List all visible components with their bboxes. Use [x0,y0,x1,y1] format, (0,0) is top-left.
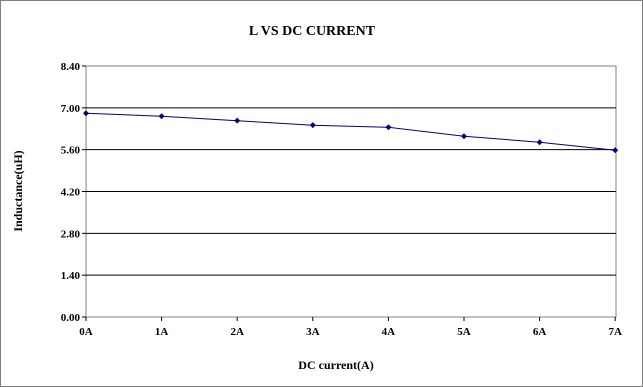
x-tick-label: 6A [533,326,547,338]
grid-lines [86,107,616,276]
y-tick-label: 8.40 [61,61,81,73]
chart-title: L VS DC CURRENT [249,24,376,39]
x-tick-label: 2A [230,326,244,338]
data-point [536,139,543,146]
data-point [461,133,467,140]
y-tick-label: 2.80 [61,228,81,240]
data-point [385,124,392,131]
data-markers [83,110,619,154]
data-point [234,117,241,124]
x-axis-ticks: 0A 1A 2A 3A 4A 5A 6A 7A [79,317,622,338]
y-tick-label: 5.60 [61,145,81,157]
data-point [309,122,316,129]
y-tick-label: 1.40 [61,270,81,282]
x-tick-label: 7A [608,326,622,338]
y-tick-label: 4.20 [61,187,81,199]
x-axis-label: DC current(A) [298,358,373,372]
x-tick-label: 3A [306,326,320,338]
y-axis-label: Inductance(uH) [11,150,25,231]
x-tick-label: 0A [79,326,93,338]
y-tick-label: 0.00 [61,312,81,324]
y-tick-label: 7.00 [61,103,81,115]
series-line [85,112,616,151]
data-point [158,113,165,120]
x-tick-label: 5A [457,326,471,338]
x-tick-label: 4A [382,326,396,338]
data-point [612,147,619,154]
x-tick-label: 1A [155,326,169,338]
y-axis-ticks: 0.00 1.40 2.80 4.20 5.60 7.00 8.40 [61,61,86,324]
data-point [83,110,89,117]
